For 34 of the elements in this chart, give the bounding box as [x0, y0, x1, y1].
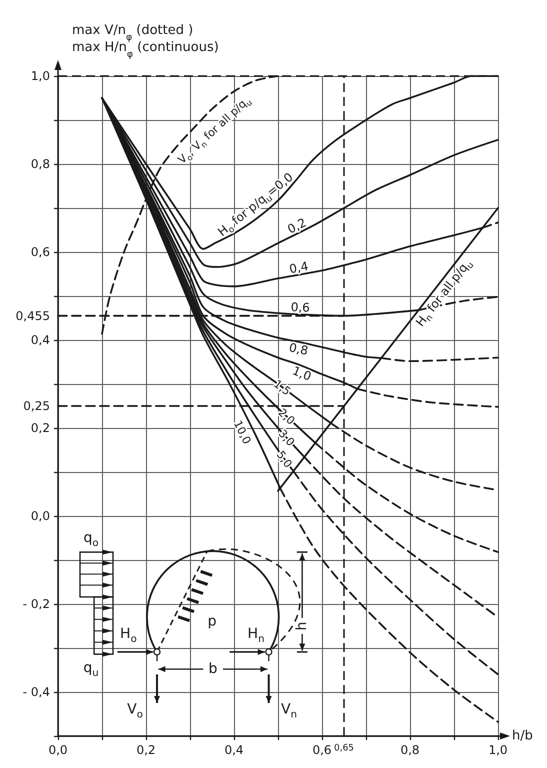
annotation: p [208, 614, 217, 630]
x-axis-title: h/b [512, 728, 533, 744]
x-tick-label: 1,0 [488, 743, 508, 757]
x-tick-label: 0,6 [312, 743, 332, 757]
text: 0,2 [285, 215, 309, 236]
y-tick-label: 0,25 [23, 399, 50, 413]
annotation: q$_{u}$ [83, 660, 99, 679]
text: 0,4 [288, 259, 310, 276]
y-tick-label: 0,8 [30, 157, 50, 171]
annotation: V$_{n}$ [281, 702, 297, 721]
text: 10,0 [231, 418, 254, 446]
y-tick-label: 0,0 [30, 509, 50, 523]
text: 1,0 [290, 364, 314, 384]
y-tick-label: 1,0 [30, 69, 50, 83]
annotation: h [294, 622, 310, 630]
annotation: H$_{n}$ [248, 626, 264, 645]
x-tick-label: 0,65 [334, 744, 354, 754]
x-tick-label: 0,4 [224, 743, 244, 757]
x-tick-label: 0,2 [136, 743, 156, 757]
annotation: b [208, 661, 218, 678]
y-axis-title: max V/n$_{φ}$ (dotted ) max H/n$_{φ}$ (continuous) [72, 23, 219, 60]
annotation: H$_{o}$ [120, 626, 137, 645]
y-tick-label: 0,455 [16, 308, 50, 323]
annotation: q$_{o}$ [83, 530, 99, 549]
y-tick-label: 0,6 [30, 245, 50, 259]
annotation: V$_{o}$ [127, 702, 143, 721]
y-tick-label: 0,4 [30, 333, 50, 347]
y-tick-label: - 0,4 [22, 685, 50, 699]
text: 0,8 [288, 340, 310, 358]
series-label: 0,6 [290, 300, 310, 315]
x-tick-label: 0,8 [400, 743, 420, 757]
y-tick-label: - 0,2 [22, 597, 50, 611]
y-tick-label: 0,2 [30, 421, 50, 435]
x-tick-label: 0,0 [48, 743, 68, 757]
